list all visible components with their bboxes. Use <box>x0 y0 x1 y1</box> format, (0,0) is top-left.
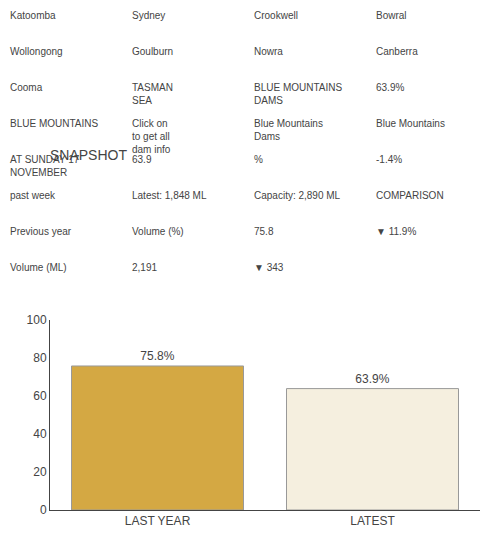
svg-text:80: 80 <box>33 351 47 365</box>
svg-text:75.8: 75.8 <box>254 226 274 237</box>
svg-text:-1.4%: -1.4% <box>376 154 402 165</box>
svg-text:Volume (ML): Volume (ML) <box>10 262 67 273</box>
svg-text:Goulburn: Goulburn <box>132 46 173 57</box>
svg-text:Blue Mountains: Blue Mountains <box>376 118 445 129</box>
svg-text:Sydney: Sydney <box>132 10 165 21</box>
svg-text:Latest: 1,848 ML: Latest: 1,848 ML <box>132 190 207 201</box>
svg-text:63.9: 63.9 <box>132 154 152 165</box>
svg-text:20: 20 <box>33 465 47 479</box>
svg-text:0: 0 <box>40 503 47 517</box>
svg-text:Volume (%): Volume (%) <box>132 226 184 237</box>
svg-text:Capacity: 2,890 ML: Capacity: 2,890 ML <box>254 190 341 201</box>
svg-text:BLUE MOUNTAINS: BLUE MOUNTAINS <box>10 118 98 129</box>
svg-text:▼ 11.9%: ▼ 11.9% <box>376 226 416 237</box>
svg-text:▼ 343: ▼ 343 <box>254 262 284 273</box>
svg-text:Bowral: Bowral <box>376 10 407 21</box>
svg-text:COMPARISON: COMPARISON <box>376 190 444 201</box>
svg-text:100: 100 <box>27 313 47 327</box>
svg-text:63.9%: 63.9% <box>376 82 404 93</box>
svg-text:Nowra: Nowra <box>254 46 283 57</box>
svg-text:TASMANSEA: TASMANSEA <box>132 82 173 106</box>
svg-text:75.8%: 75.8% <box>140 349 174 363</box>
svg-text:63.9%: 63.9% <box>355 372 389 386</box>
svg-text:Wollongong: Wollongong <box>10 46 63 57</box>
svg-text:Canberra: Canberra <box>376 46 418 57</box>
svg-text:40: 40 <box>33 427 47 441</box>
svg-text:SNAPSHOT: SNAPSHOT <box>50 147 127 163</box>
svg-text:Cooma: Cooma <box>10 82 43 93</box>
svg-text:Blue MountainsDams: Blue MountainsDams <box>254 118 323 142</box>
svg-text:Crookwell: Crookwell <box>254 10 298 21</box>
svg-text:Previous year: Previous year <box>10 226 72 237</box>
svg-text:%: % <box>254 154 263 165</box>
svg-text:60: 60 <box>33 389 47 403</box>
svg-text:LATEST: LATEST <box>350 514 395 528</box>
svg-text:BLUE MOUNTAINSDAMS: BLUE MOUNTAINSDAMS <box>254 82 342 106</box>
svg-text:LAST YEAR: LAST YEAR <box>125 514 191 528</box>
svg-text:AT SUNDAY 17NOVEMBER: AT SUNDAY 17NOVEMBER <box>10 154 80 178</box>
svg-text:past week: past week <box>10 190 56 201</box>
svg-text:2,191: 2,191 <box>132 262 157 273</box>
svg-text:Click onto get alldam info: Click onto get alldam info <box>132 118 171 155</box>
svg-text:Katoomba: Katoomba <box>10 10 56 21</box>
